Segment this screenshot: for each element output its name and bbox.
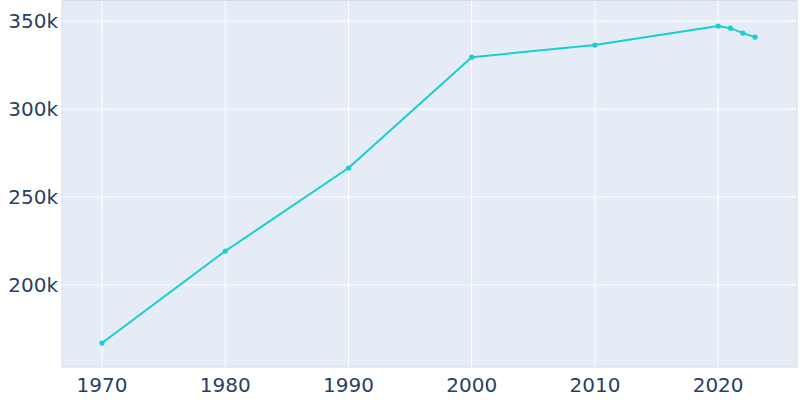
- x-tick-label: 2010: [569, 373, 620, 397]
- y-grid-line: [62, 285, 797, 286]
- x-grid-line: [348, 0, 349, 367]
- x-grid-line: [718, 0, 719, 367]
- x-tick-label: 1970: [77, 373, 128, 397]
- plot-background: [62, 0, 797, 367]
- chart: 1970 1980 1990 2000 2010 2020 200k 250k 300k 350k: [0, 0, 800, 400]
- x-grid-line: [102, 0, 103, 367]
- x-tick-label: 1990: [323, 373, 374, 397]
- series: [99, 23, 757, 345]
- y-grid-line: [62, 197, 797, 198]
- x-tick-label: 2000: [446, 373, 497, 397]
- marker: [716, 23, 721, 28]
- y-tick-label: 200k: [8, 273, 58, 297]
- x-grid-line: [594, 0, 595, 367]
- y-tick-label: 250k: [8, 185, 58, 209]
- grid: [62, 0, 797, 367]
- x-tick-label: 1980: [200, 373, 251, 397]
- x-tick-label: 2020: [693, 373, 744, 397]
- y-tick-label: 300k: [8, 97, 58, 121]
- marker: [740, 30, 745, 35]
- tick-labels: 1970 1980 1990 2000 2010 2020 200k 250k 300k 350k: [8, 9, 743, 397]
- line: [102, 26, 755, 343]
- y-grid-line: [62, 21, 797, 22]
- marker: [592, 42, 597, 47]
- marker: [346, 165, 351, 170]
- x-grid-line: [225, 0, 226, 367]
- y-tick-label: 350k: [8, 9, 58, 33]
- marker: [99, 340, 104, 345]
- marker: [469, 55, 474, 60]
- marker: [728, 26, 733, 31]
- marker: [223, 248, 228, 253]
- marker: [753, 35, 758, 40]
- plot-frame: [62, 1, 797, 368]
- y-grid-line: [62, 109, 797, 110]
